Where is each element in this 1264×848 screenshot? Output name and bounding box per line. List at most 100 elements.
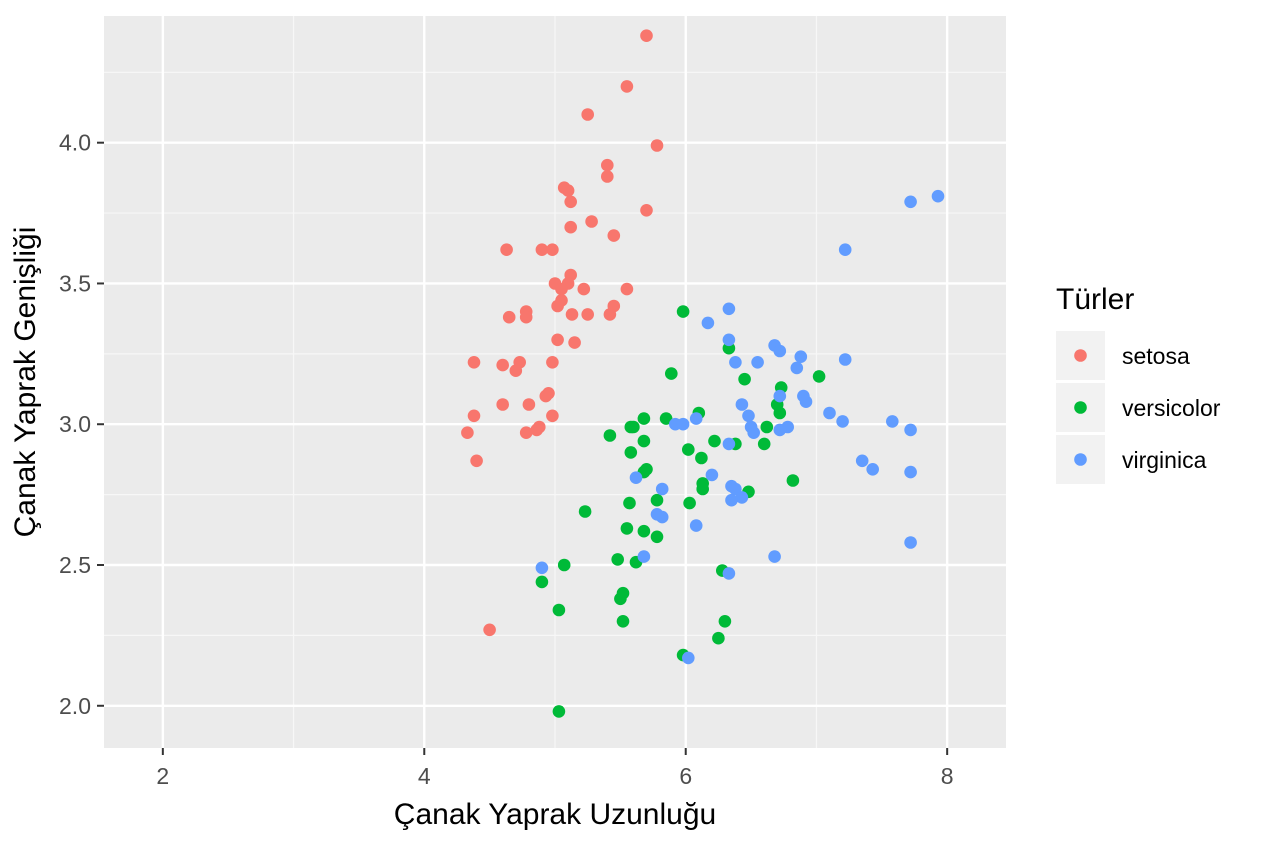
y-tick-label: 4.0	[59, 130, 91, 156]
point-virginica	[735, 491, 749, 504]
point-versicolor	[616, 615, 630, 628]
point-virginica	[904, 195, 917, 209]
point-versicolor	[718, 615, 732, 628]
point-setosa	[620, 80, 634, 93]
point-virginica	[855, 454, 869, 468]
point-virginica	[886, 415, 899, 428]
point-virginica	[637, 550, 651, 563]
x-tick-label: 2	[156, 763, 169, 789]
x-axis-title: Çanak Yaprak Uzunluğu	[394, 798, 716, 831]
point-versicolor	[786, 474, 800, 487]
point-virginica	[655, 510, 669, 524]
point-virginica	[747, 426, 760, 440]
point-versicolor	[535, 575, 549, 589]
point-versicolor	[683, 496, 696, 510]
point-virginica	[931, 189, 945, 203]
point-virginica	[722, 437, 736, 451]
point-versicolor	[773, 406, 787, 420]
point-versicolor	[637, 412, 651, 425]
legend-marker	[1074, 453, 1087, 466]
point-setosa	[546, 243, 559, 256]
point-setosa	[585, 215, 598, 228]
point-setosa	[546, 356, 559, 369]
point-virginica	[701, 316, 715, 330]
point-virginica	[689, 519, 703, 532]
point-virginica	[790, 361, 804, 375]
point-versicolor	[611, 553, 624, 566]
data-points	[461, 29, 945, 718]
point-virginica	[535, 561, 549, 575]
x-axis-ticks: 2 4 6 8	[156, 748, 954, 789]
point-setosa	[555, 282, 568, 296]
point-virginica	[768, 550, 781, 563]
point-setosa	[650, 139, 664, 152]
point-virginica	[682, 651, 695, 665]
point-versicolor	[738, 372, 751, 386]
point-versicolor	[557, 558, 571, 572]
legend-label: versicolor	[1122, 395, 1221, 421]
point-setosa	[551, 299, 564, 313]
point-setosa	[535, 243, 549, 256]
point-versicolor	[620, 522, 634, 535]
point-versicolor	[665, 367, 678, 380]
point-setosa	[500, 243, 513, 256]
point-setosa	[542, 387, 555, 400]
point-setosa	[601, 170, 614, 183]
point-setosa	[607, 229, 621, 242]
point-setosa	[551, 333, 564, 347]
point-setosa	[519, 310, 533, 324]
point-setosa	[620, 282, 634, 296]
point-virginica	[742, 409, 755, 423]
point-virginica	[722, 333, 736, 347]
point-versicolor	[695, 451, 708, 465]
point-virginica	[676, 417, 690, 431]
point-virginica	[629, 471, 643, 485]
point-virginica	[773, 344, 787, 358]
point-virginica	[904, 536, 917, 549]
point-setosa	[467, 409, 481, 423]
point-versicolor	[760, 420, 774, 434]
x-tick-label: 6	[679, 763, 692, 789]
point-versicolor	[696, 482, 709, 496]
point-setosa	[561, 184, 575, 197]
point-versicolor	[682, 443, 695, 456]
point-setosa	[564, 195, 577, 209]
point-versicolor	[624, 446, 638, 459]
point-versicolor	[637, 434, 651, 448]
point-virginica	[729, 356, 742, 369]
point-versicolor	[637, 524, 651, 538]
legend-item-virginica: virginica	[1056, 435, 1207, 484]
point-virginica	[799, 395, 813, 409]
point-setosa	[509, 364, 523, 378]
point-versicolor	[614, 592, 627, 606]
point-setosa	[483, 623, 496, 637]
point-versicolor	[712, 631, 725, 645]
point-setosa	[581, 108, 594, 121]
point-versicolor	[627, 420, 640, 434]
point-versicolor	[708, 434, 721, 448]
point-setosa	[564, 220, 577, 234]
point-versicolor	[659, 412, 673, 425]
point-versicolor	[552, 603, 566, 617]
legend-title: Türler	[1056, 283, 1134, 316]
point-versicolor	[552, 705, 566, 718]
legend-label: setosa	[1122, 343, 1190, 369]
y-axis-title: Çanak Yaprak Genişliği	[9, 227, 42, 538]
legend-item-versicolor: versicolor	[1056, 383, 1221, 432]
point-setosa	[467, 356, 481, 369]
point-virginica	[836, 415, 849, 428]
point-setosa	[470, 454, 483, 468]
point-versicolor	[650, 530, 664, 544]
legend-label: virginica	[1122, 447, 1207, 473]
point-setosa	[461, 426, 474, 440]
point-setosa	[640, 29, 653, 42]
point-setosa	[565, 308, 579, 321]
point-virginica	[904, 465, 917, 479]
legend-marker	[1074, 401, 1087, 414]
point-setosa	[581, 308, 594, 321]
point-versicolor	[650, 493, 664, 507]
point-setosa	[577, 282, 591, 296]
point-virginica	[722, 302, 736, 316]
y-tick-label: 3.0	[59, 411, 91, 437]
point-setosa	[522, 398, 536, 411]
